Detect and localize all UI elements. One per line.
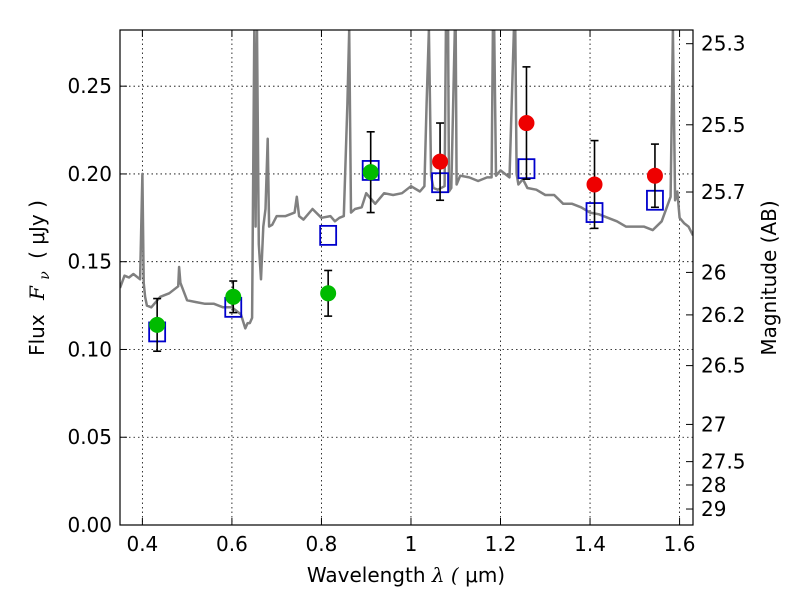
y-tick-label: 0.15	[67, 250, 112, 274]
y-tick-label: 0.10	[67, 337, 112, 361]
y-tick-label: 0.05	[67, 425, 112, 449]
x-axis-title-symbol: λ (	[431, 563, 460, 587]
y2-tick-label: 26.5	[701, 354, 746, 378]
marker-layer	[148, 66, 664, 353]
x-tick-label: 1.4	[574, 532, 606, 556]
y2-tick-label: 26.2	[701, 303, 746, 327]
y-axis-title-subscript: ν	[37, 271, 53, 280]
y-axis-title-symbol: F	[25, 285, 49, 301]
observed-nir-point	[646, 167, 663, 184]
observed-optical-point	[149, 316, 166, 333]
x-tick-label: 0.6	[216, 532, 248, 556]
observed-nir-point	[586, 176, 603, 193]
y2-tick-label: 26	[701, 260, 726, 284]
y2-tick-label: 29	[701, 497, 726, 521]
x-tick-label: 1	[405, 532, 418, 556]
observed-optical-point	[225, 288, 242, 305]
observed-optical-point	[320, 285, 337, 302]
plot-frame	[119, 29, 694, 526]
y2-axis-title: Magnitude (AB)	[757, 200, 781, 355]
y2-tick-label: 28	[701, 473, 726, 497]
y2-tick-label: 27.5	[701, 450, 746, 474]
observed-optical-point	[362, 164, 379, 181]
x-tick-label: 1.6	[664, 532, 696, 556]
x-axis-title-text: Wavelength	[307, 563, 426, 587]
tick-layer: 0.4 0.6 0.8 1 1.2 1.4 1.6 0.00 0.05 0.10 0.15 0.20 0…	[67, 30, 746, 556]
y2-tick-label: 27	[701, 412, 726, 436]
model-photometry-square	[319, 224, 338, 246]
y-axis-title: Flux F ν ( μJy )	[25, 200, 54, 356]
x-tick-label: 0.8	[306, 532, 338, 556]
y2-tick-label: 25.3	[701, 32, 746, 56]
y-tick-label: 0.00	[67, 513, 112, 537]
y2-tick-label: 25.7	[701, 180, 746, 204]
observed-nir-point	[518, 115, 535, 132]
sed-line-layer	[120, 30, 693, 330]
observed-nir-point	[432, 153, 449, 170]
x-tick-label: 1.2	[485, 532, 517, 556]
y-tick-label: 0.20	[67, 162, 112, 186]
x-axis-title-unit: μm)	[465, 563, 505, 587]
y2-tick-label: 25.5	[701, 113, 746, 137]
sed-model-line	[120, 30, 693, 330]
y-axis-title-unit: ( μJy )	[25, 200, 49, 259]
x-axis-title: Wavelength λ ( μm)	[307, 563, 505, 587]
y-axis-title-text: Flux	[25, 314, 49, 356]
plot-background	[120, 30, 693, 525]
x-tick-label: 0.4	[126, 532, 158, 556]
y-tick-label: 0.25	[67, 74, 112, 98]
